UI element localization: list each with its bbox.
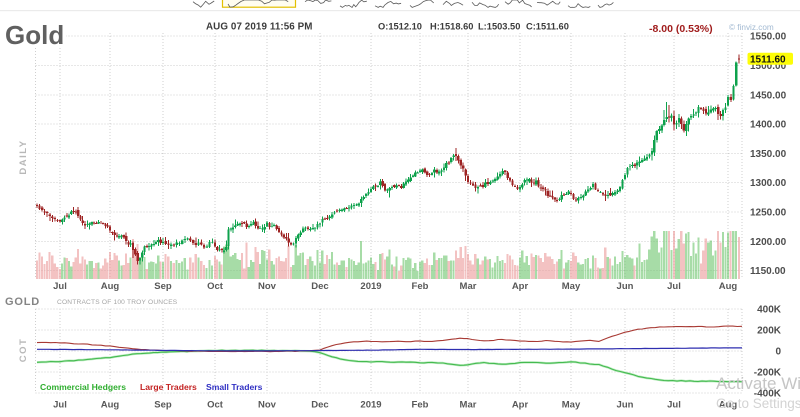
svg-text:Small Traders: Small Traders xyxy=(206,382,263,392)
svg-text:Sep: Sep xyxy=(154,281,172,292)
svg-text:Nov: Nov xyxy=(258,400,277,411)
svg-text:O:1512.10: O:1512.10 xyxy=(378,22,422,32)
svg-text:Aug: Aug xyxy=(101,281,120,292)
svg-text:Jun: Jun xyxy=(617,400,634,411)
svg-text:AUG 07 2019 11:56 PM: AUG 07 2019 11:56 PM xyxy=(206,22,313,33)
svg-text:Feb: Feb xyxy=(412,400,429,411)
svg-text:Oct: Oct xyxy=(207,400,224,411)
svg-text:GOLD: GOLD xyxy=(5,296,40,308)
svg-text:Jul: Jul xyxy=(53,400,67,411)
svg-text:400K: 400K xyxy=(757,305,782,316)
svg-text:L:1503.50: L:1503.50 xyxy=(478,22,520,32)
svg-text:1450.00: 1450.00 xyxy=(750,90,787,101)
svg-text:Commercial Hedgers: Commercial Hedgers xyxy=(40,382,126,392)
svg-text:Large Traders: Large Traders xyxy=(140,382,197,392)
svg-text:1150.00: 1150.00 xyxy=(750,266,786,277)
svg-text:Feb: Feb xyxy=(412,281,429,292)
svg-text:Jul: Jul xyxy=(667,281,681,292)
svg-text:Nov: Nov xyxy=(258,281,277,292)
svg-text:Jun: Jun xyxy=(617,281,634,292)
svg-text:200K: 200K xyxy=(757,326,782,337)
svg-text:Dec: Dec xyxy=(311,281,328,292)
svg-text:1300.00: 1300.00 xyxy=(750,178,787,189)
svg-text:1250.00: 1250.00 xyxy=(750,208,787,219)
svg-text:-8.00 (0.53%): -8.00 (0.53%) xyxy=(649,23,713,35)
svg-text:0: 0 xyxy=(775,347,781,358)
svg-text:Dec: Dec xyxy=(311,400,328,411)
svg-text:1350.00: 1350.00 xyxy=(750,149,787,160)
svg-text:1200.00: 1200.00 xyxy=(750,237,787,248)
svg-text:Jul: Jul xyxy=(53,281,67,292)
svg-text:COT: COT xyxy=(18,338,29,363)
svg-text:H:1518.60: H:1518.60 xyxy=(430,22,473,32)
svg-text:1550.00: 1550.00 xyxy=(750,32,787,43)
svg-text:May: May xyxy=(562,400,581,411)
svg-text:Gold: Gold xyxy=(5,20,64,50)
svg-text:2019: 2019 xyxy=(360,400,381,411)
svg-text:Aug: Aug xyxy=(719,281,738,292)
svg-text:Go to Settings to act: Go to Settings to act xyxy=(716,396,800,411)
svg-text:Oct: Oct xyxy=(207,281,224,292)
svg-text:1400.00: 1400.00 xyxy=(750,120,787,131)
svg-text:Aug: Aug xyxy=(101,400,120,411)
svg-text:Apr: Apr xyxy=(512,281,529,292)
svg-text:Jul: Jul xyxy=(667,400,681,411)
svg-text:-400K: -400K xyxy=(754,389,782,400)
svg-text:Activate Win: Activate Win xyxy=(716,374,800,393)
svg-text:Apr: Apr xyxy=(512,400,529,411)
svg-text:DAILY: DAILY xyxy=(18,139,29,174)
svg-text:C:1511.60: C:1511.60 xyxy=(526,22,569,32)
svg-text:1511.60: 1511.60 xyxy=(750,54,786,65)
svg-text:CONTRACTS OF 100 TROY OUNCES: CONTRACTS OF 100 TROY OUNCES xyxy=(57,299,178,306)
svg-text:-200K: -200K xyxy=(754,368,782,379)
svg-text:Aug: Aug xyxy=(719,400,738,411)
svg-text:Mar: Mar xyxy=(460,281,477,292)
svg-text:May: May xyxy=(562,281,581,292)
svg-text:Sep: Sep xyxy=(154,400,172,411)
svg-text:2019: 2019 xyxy=(360,281,381,292)
svg-text:1500.00: 1500.00 xyxy=(750,61,787,72)
svg-text:Mar: Mar xyxy=(460,400,477,411)
svg-text:© finviz.com: © finviz.com xyxy=(729,23,774,32)
